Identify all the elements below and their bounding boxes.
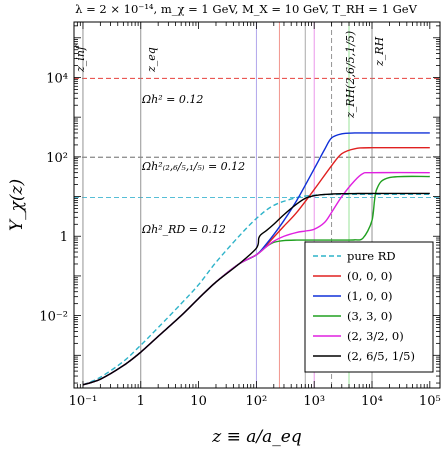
hline-label-omega-rd: Ωh²_RD = 0.12: [141, 223, 226, 236]
legend-label: (2, 3/2, 0): [347, 329, 404, 343]
x-tick-label: 10³: [303, 394, 325, 409]
y-tick-label: 1: [60, 230, 68, 245]
axis-ticks: 10⁻¹ 1 10 10² 10³ 10⁴ 10⁵ 10⁻² 1 10² 10⁴: [39, 22, 441, 409]
legend-label: (2, 6/5, 1/5): [347, 349, 415, 363]
hline-label-omega: Ωh² = 0.12: [141, 93, 203, 106]
y-axis-label: Y_χ(z): [7, 179, 27, 231]
x-tick-label: 10⁵: [419, 394, 441, 409]
legend: pure RD (0, 0, 0) (1, 0, 0) (3, 3, 0) (2, 3/…: [304, 241, 434, 373]
x-axis-label: z ≡ a/a_eq: [211, 427, 302, 447]
x-tick-label: 10: [190, 394, 207, 409]
x-tick-label: 1: [137, 394, 145, 409]
vline-label-z-rh: z_RH: [373, 36, 386, 67]
vline-label-z-rh-black: z_RH(2,6/5,1/5): [344, 31, 357, 119]
y-tick-label: 10²: [46, 151, 68, 166]
y-tick-label: 10⁻²: [39, 310, 68, 325]
legend-label: (0, 0, 0): [347, 269, 393, 283]
annotations: z_inf z_eq z_RH(2,6/5,1/5) z_RH Ωh² = 0.…: [74, 31, 386, 236]
legend-label: (3, 3, 0): [347, 309, 393, 323]
y-tick-label: 10⁴: [46, 71, 68, 86]
series-group: [82, 132, 430, 386]
hline-label-omega-black: Ωh²₍₂,₆/₅,₁/₅₎ = 0.12: [141, 160, 245, 173]
vline-label-z-eq: z_eq: [145, 47, 158, 73]
x-tick-label: 10²: [246, 394, 268, 409]
x-tick-label: 10⁻¹: [69, 394, 98, 409]
x-tick-label: 10⁴: [361, 394, 383, 409]
chart-title: λ = 2 × 10⁻¹⁴, m_χ = 1 GeV, M_X = 10 GeV…: [75, 2, 417, 16]
legend-label: pure RD: [347, 249, 396, 263]
legend-box: [304, 241, 434, 373]
legend-label: (1, 0, 0): [347, 289, 393, 303]
series-line-5: [82, 192, 430, 386]
